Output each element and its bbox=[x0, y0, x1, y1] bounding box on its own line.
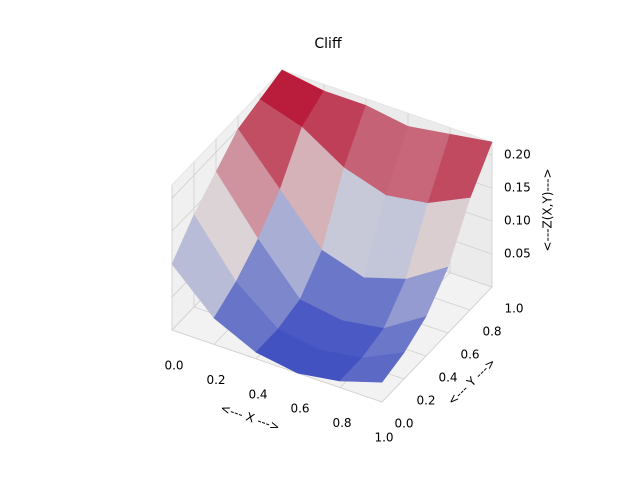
y-tick-label: 1.0 bbox=[504, 302, 523, 316]
x-tick-label: 0.0 bbox=[164, 359, 183, 373]
y-tick-label: 0.8 bbox=[482, 325, 501, 339]
x-tick-label: 0.8 bbox=[332, 416, 351, 430]
y-tick-label: 0.0 bbox=[394, 417, 413, 431]
z-tick-label: 0.10 bbox=[504, 214, 531, 228]
z-tick-label: 0.05 bbox=[504, 247, 531, 261]
x-grid-line bbox=[381, 286, 493, 403]
z-axis-label: <---Z(X,Y)---> bbox=[541, 168, 555, 251]
x-tick-label: 0.4 bbox=[248, 387, 267, 401]
x-tick-label: 0.2 bbox=[206, 373, 225, 387]
z-tick-label: 0.20 bbox=[504, 148, 531, 162]
x-tick-label: 1.0 bbox=[374, 431, 393, 445]
x-axis-label: <--- X ---> bbox=[219, 401, 282, 434]
x-tick-label: 0.6 bbox=[290, 402, 309, 416]
y-tick-label: 0.2 bbox=[416, 394, 435, 408]
y-tick-label: 0.6 bbox=[460, 348, 479, 362]
y-tick-label: 0.4 bbox=[438, 371, 457, 385]
chart-title: Cliff bbox=[314, 36, 342, 52]
y-grid-line bbox=[171, 329, 383, 403]
z-tick-label: 0.15 bbox=[504, 181, 531, 195]
surface-face bbox=[339, 352, 405, 383]
